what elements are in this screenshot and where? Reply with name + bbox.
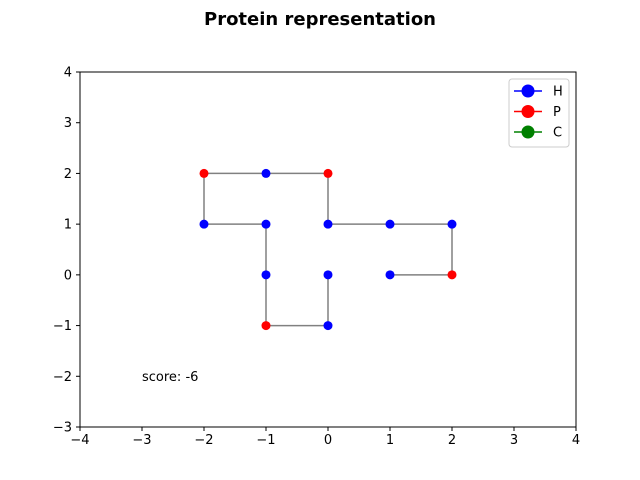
residue-point-h xyxy=(447,219,457,229)
residue-point-h xyxy=(323,270,333,280)
points-layer xyxy=(199,168,457,331)
chart-title: Protein representation xyxy=(204,9,436,30)
legend-marker-h xyxy=(521,84,535,98)
residue-point-p xyxy=(447,270,457,280)
legend: HPC xyxy=(508,78,570,148)
y-tick-label: 0 xyxy=(64,268,72,283)
x-tick-label: 2 xyxy=(448,433,456,448)
residue-point-h xyxy=(199,219,209,229)
legend-label-p: P xyxy=(553,105,561,120)
residue-point-h xyxy=(385,219,395,229)
x-tick-label: −4 xyxy=(70,433,89,448)
residue-point-h xyxy=(261,219,271,229)
x-tick-label: 1 xyxy=(386,433,394,448)
residue-point-p xyxy=(323,168,333,178)
score-annotation: score: -6 xyxy=(142,370,198,385)
legend-marker-p xyxy=(521,105,535,118)
y-tick-label: −2 xyxy=(53,370,72,385)
residue-point-h xyxy=(261,168,271,178)
residue-point-h xyxy=(385,270,395,280)
residue-point-p xyxy=(261,321,271,331)
x-tick-label: −1 xyxy=(256,433,275,448)
y-tick-label: 1 xyxy=(64,218,72,233)
y-tick-label: −1 xyxy=(53,319,72,334)
x-tick-label: −2 xyxy=(194,433,213,448)
x-tick-label: 4 xyxy=(572,433,580,448)
y-tick-label: 3 xyxy=(64,116,72,131)
y-tick-label: −3 xyxy=(53,421,72,436)
chain-layer xyxy=(203,172,453,327)
legend-items: HPC xyxy=(514,84,563,141)
residue-point-p xyxy=(199,168,209,178)
legend-marker-c xyxy=(521,125,535,139)
residue-point-h xyxy=(323,321,333,331)
legend-label-c: C xyxy=(553,126,562,141)
residue-point-h xyxy=(261,270,271,280)
x-axis: −4 −3 −2 −1 0 1 2 3 4 xyxy=(70,427,580,448)
legend-label-h: H xyxy=(553,85,563,100)
y-tick-label: 2 xyxy=(64,167,72,182)
residue-point-h xyxy=(323,219,333,229)
x-tick-label: −3 xyxy=(132,433,151,448)
x-tick-label: 3 xyxy=(510,433,518,448)
y-axis: −3 −2 −1 0 1 2 3 4 xyxy=(53,66,80,436)
y-tick-label: 4 xyxy=(64,66,72,81)
x-tick-label: 0 xyxy=(324,433,332,448)
plot-area xyxy=(80,72,576,427)
